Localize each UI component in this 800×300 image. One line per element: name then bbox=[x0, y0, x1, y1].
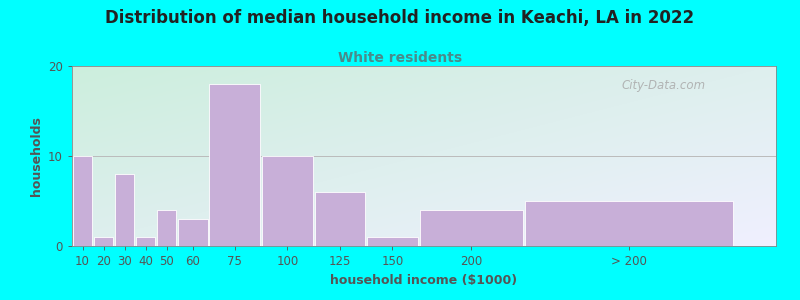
Bar bbox=[525, 201, 733, 246]
X-axis label: household income ($1000): household income ($1000) bbox=[330, 274, 518, 286]
Bar bbox=[73, 156, 92, 246]
Bar bbox=[262, 156, 313, 246]
Bar bbox=[367, 237, 418, 246]
Bar bbox=[94, 237, 113, 246]
Y-axis label: households: households bbox=[30, 116, 42, 196]
Bar bbox=[419, 210, 523, 246]
Bar bbox=[157, 210, 176, 246]
Text: City-Data.com: City-Data.com bbox=[621, 79, 706, 92]
Bar bbox=[136, 237, 155, 246]
Text: Distribution of median household income in Keachi, LA in 2022: Distribution of median household income … bbox=[106, 9, 694, 27]
Bar bbox=[210, 84, 260, 246]
Bar bbox=[115, 174, 134, 246]
Bar bbox=[178, 219, 208, 246]
Text: White residents: White residents bbox=[338, 51, 462, 65]
Bar bbox=[314, 192, 366, 246]
